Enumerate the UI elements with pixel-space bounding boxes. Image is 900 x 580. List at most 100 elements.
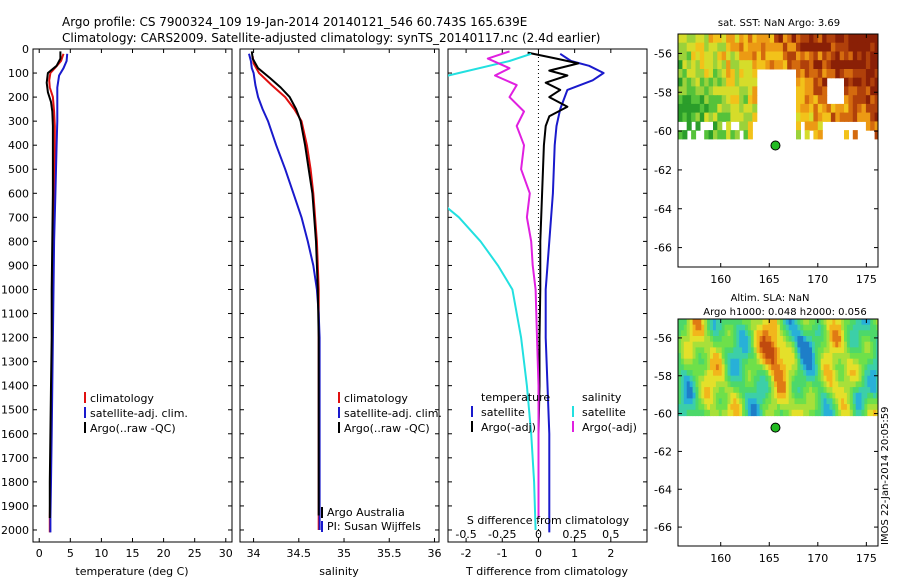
sla-cell bbox=[745, 387, 749, 394]
sla-cell bbox=[791, 398, 796, 405]
x-tick-label: 34 bbox=[247, 547, 261, 560]
sst-cell bbox=[835, 103, 841, 114]
sla-cell bbox=[867, 330, 871, 337]
sla-cell bbox=[876, 398, 878, 405]
sst-cell bbox=[691, 130, 697, 140]
sla-cell bbox=[861, 387, 865, 394]
sst-cell bbox=[813, 121, 819, 131]
sla-cell bbox=[779, 370, 784, 377]
sla-cell bbox=[855, 409, 860, 417]
sla-cell bbox=[745, 375, 749, 382]
sla-cell bbox=[876, 370, 878, 377]
sla-cell bbox=[710, 381, 714, 388]
sla-cell bbox=[873, 324, 877, 331]
sla-cell bbox=[841, 341, 845, 348]
sla-cell bbox=[753, 319, 758, 326]
sla-cell bbox=[727, 336, 731, 343]
sst-cell bbox=[708, 103, 714, 114]
sst-cell bbox=[678, 60, 683, 70]
sla-cell bbox=[779, 392, 784, 400]
sla-cell bbox=[806, 381, 810, 388]
sla-cell bbox=[733, 387, 737, 394]
sla-cell bbox=[846, 347, 851, 354]
sst-cell bbox=[743, 77, 749, 87]
sla-cell bbox=[733, 409, 737, 417]
sla-cell bbox=[678, 392, 682, 400]
sla-cell bbox=[817, 358, 822, 365]
sla-cell bbox=[797, 387, 801, 394]
sst-cell bbox=[739, 95, 745, 105]
sst-cell bbox=[717, 95, 723, 105]
sla-cell bbox=[710, 336, 714, 343]
sla-cell bbox=[730, 353, 734, 360]
sla-cell bbox=[678, 387, 682, 394]
sst-cell bbox=[835, 42, 841, 52]
sla-cell bbox=[797, 353, 801, 360]
sst-cell bbox=[809, 42, 815, 52]
sla-cell bbox=[745, 330, 749, 337]
sla-cell bbox=[695, 347, 699, 354]
sla-cell bbox=[692, 398, 697, 405]
sla-cell bbox=[849, 381, 854, 388]
sla-cell bbox=[864, 404, 868, 411]
sla-cell bbox=[791, 319, 796, 326]
sla-cell bbox=[832, 364, 836, 371]
sst-cell bbox=[804, 51, 810, 61]
series-line bbox=[49, 53, 69, 533]
sla-cell bbox=[768, 341, 772, 348]
sst-cell bbox=[774, 34, 780, 44]
sst-cell bbox=[695, 51, 701, 61]
sla-cell bbox=[678, 336, 682, 343]
sla-cell bbox=[832, 370, 836, 377]
sst-cell bbox=[809, 95, 815, 105]
sla-cell bbox=[678, 341, 682, 348]
sla-cell bbox=[849, 347, 854, 354]
sla-cell bbox=[867, 409, 871, 417]
sla-cell bbox=[771, 347, 775, 354]
sla-cell bbox=[855, 375, 860, 382]
sla-cell bbox=[733, 336, 737, 343]
sla-cell bbox=[870, 336, 874, 343]
sst-cell bbox=[796, 34, 801, 44]
sla-cell bbox=[680, 364, 685, 371]
sla-cell bbox=[715, 353, 720, 360]
x-tick-label: 15 bbox=[126, 547, 140, 560]
sst-cell bbox=[817, 34, 823, 44]
sla-cell bbox=[858, 398, 863, 405]
sla-cell bbox=[698, 370, 702, 377]
sla-cell bbox=[832, 387, 836, 394]
depth-tick-label: 1400 bbox=[1, 380, 29, 393]
sla-cell bbox=[817, 404, 822, 411]
sst-cell bbox=[730, 77, 736, 87]
sst-cell bbox=[726, 60, 732, 70]
sla-cell bbox=[870, 364, 874, 371]
sla-cell bbox=[858, 364, 863, 371]
sla-cell bbox=[841, 324, 845, 331]
sla-cell bbox=[701, 392, 705, 400]
sla-cell bbox=[689, 404, 694, 411]
sla-cell bbox=[747, 353, 752, 360]
sla-cell bbox=[812, 364, 816, 371]
sst-cell bbox=[726, 34, 732, 44]
sla-cell bbox=[838, 358, 842, 365]
sst-cell bbox=[686, 77, 692, 87]
sla-cell bbox=[876, 364, 878, 371]
sst-cell bbox=[817, 42, 823, 52]
sst-cell bbox=[796, 69, 801, 79]
sla-cell bbox=[747, 381, 752, 388]
sla-cell bbox=[841, 330, 845, 337]
sst-cell bbox=[708, 112, 714, 122]
sla-cell bbox=[873, 398, 877, 405]
sla-cell bbox=[849, 324, 854, 331]
sla-cell bbox=[785, 358, 790, 365]
sla-cell bbox=[727, 358, 731, 365]
sla-cell bbox=[812, 358, 816, 365]
sla-cell bbox=[797, 330, 801, 337]
sla-cell bbox=[730, 409, 734, 417]
sla-cell bbox=[797, 370, 801, 377]
sla-cell bbox=[718, 364, 723, 371]
sla-cell bbox=[680, 358, 685, 365]
sst-cell bbox=[717, 103, 723, 114]
sla-cell bbox=[715, 392, 720, 400]
sla-cell bbox=[852, 370, 857, 377]
